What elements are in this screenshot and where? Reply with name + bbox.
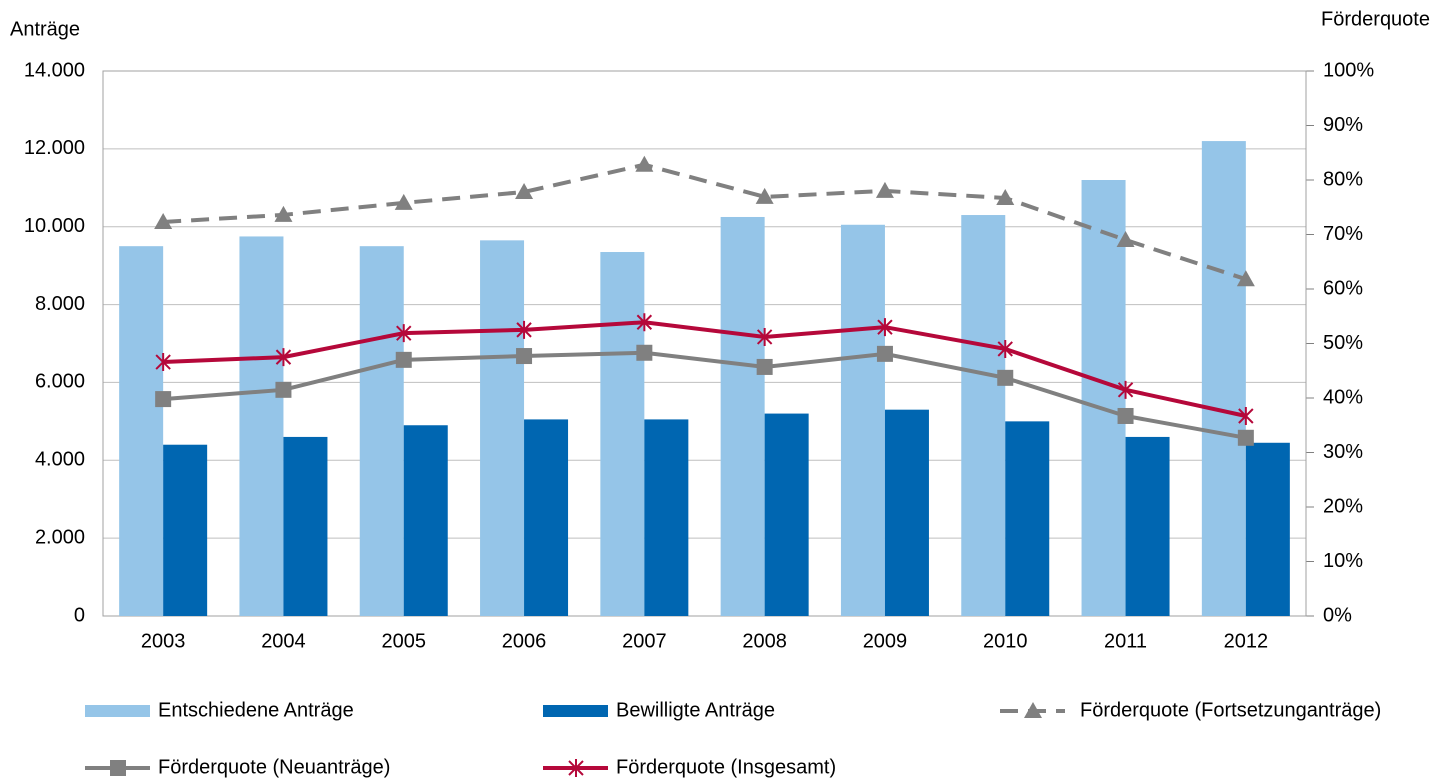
bar xyxy=(1201,141,1246,617)
marker xyxy=(997,369,1014,386)
marker xyxy=(875,181,894,198)
marker xyxy=(877,318,893,337)
bar xyxy=(480,240,525,616)
marker xyxy=(755,187,774,204)
bar xyxy=(119,246,164,616)
y2-tick-label: 70% xyxy=(1323,223,1363,245)
marker xyxy=(274,205,293,222)
x-tick-label: 2008 xyxy=(742,630,787,652)
marker xyxy=(1117,380,1134,399)
marker xyxy=(996,188,1015,205)
y2-tick-label: 50% xyxy=(1323,332,1363,354)
marker xyxy=(155,391,172,408)
y2-tick-label: 30% xyxy=(1323,441,1363,463)
marker xyxy=(395,351,412,368)
marker xyxy=(636,313,653,332)
marker xyxy=(756,358,773,375)
legend-label: Entschiedene Anträge xyxy=(158,699,354,721)
marker xyxy=(394,193,413,210)
x-tick-label: 2009 xyxy=(863,630,908,652)
y2-tick-label: 40% xyxy=(1323,386,1363,408)
marker xyxy=(1116,230,1135,247)
x-tick-label: 2007 xyxy=(622,630,667,652)
y-tick-label: 12.000 xyxy=(24,137,85,159)
bar xyxy=(283,436,328,616)
y2-tick-label: 60% xyxy=(1323,277,1363,299)
bar xyxy=(1005,421,1050,616)
y-tick-label: 6.000 xyxy=(35,371,85,393)
marker xyxy=(997,339,1013,358)
marker xyxy=(1117,407,1134,424)
marker xyxy=(1236,270,1255,287)
legend-marker xyxy=(1024,702,1042,718)
bar xyxy=(884,409,929,616)
bar xyxy=(239,236,284,617)
marker xyxy=(275,348,292,367)
legend-swatch xyxy=(543,705,608,717)
legend-marker xyxy=(568,759,584,777)
bar xyxy=(524,419,569,616)
marker xyxy=(516,348,533,365)
marker xyxy=(1237,429,1254,446)
bar xyxy=(359,246,404,616)
y-tick-label: 8.000 xyxy=(35,293,85,315)
bar xyxy=(720,216,765,616)
marker xyxy=(155,353,171,372)
y-tick-label: 2.000 xyxy=(35,526,85,548)
legend-marker xyxy=(110,760,126,776)
x-tick-label: 2005 xyxy=(382,630,427,652)
marker xyxy=(876,345,893,362)
legend-label: Förderquote (Fortsetzunganträge) xyxy=(1080,699,1381,721)
marker xyxy=(756,327,773,346)
y2-tick-label: 20% xyxy=(1323,495,1363,517)
bar xyxy=(403,425,448,616)
y-axis-label: Anträge xyxy=(10,18,80,40)
y-tick-label: 14.000 xyxy=(24,59,85,81)
marker xyxy=(1238,406,1254,425)
y-tick-label: 4.000 xyxy=(35,449,85,471)
y2-tick-label: 10% xyxy=(1323,550,1363,572)
line xyxy=(163,320,1247,418)
y-tick-label: 10.000 xyxy=(24,215,85,237)
x-tick-label: 2003 xyxy=(141,630,186,652)
y2-tick-label: 0% xyxy=(1323,604,1352,626)
x-tick-label: 2006 xyxy=(502,630,547,652)
legend-label: Bewilligte Anträge xyxy=(616,699,775,721)
y2-tick-label: 100% xyxy=(1323,59,1374,81)
y2-tick-label: 80% xyxy=(1323,168,1363,190)
bar xyxy=(1245,442,1290,616)
marker xyxy=(636,344,653,361)
marker xyxy=(396,324,412,343)
marker xyxy=(516,320,532,339)
y2-axis-label: Förderquote xyxy=(1321,8,1430,30)
bar xyxy=(1081,180,1126,616)
marker xyxy=(275,381,292,398)
bar xyxy=(1125,436,1170,616)
legend-label: Förderquote (Insgesamt) xyxy=(616,756,836,778)
bar xyxy=(961,215,1006,617)
bar xyxy=(840,224,885,616)
bar xyxy=(764,413,809,616)
plot-frame xyxy=(102,70,1307,617)
bar xyxy=(163,444,208,616)
legend-swatch xyxy=(85,705,150,717)
y2-tick-label: 90% xyxy=(1323,114,1363,136)
bar xyxy=(644,419,689,616)
x-tick-label: 2010 xyxy=(983,630,1028,652)
line xyxy=(162,350,1247,440)
x-tick-label: 2012 xyxy=(1224,630,1269,652)
y-tick-label: 0 xyxy=(74,604,85,626)
marker xyxy=(635,155,654,172)
marker xyxy=(154,212,173,229)
bar xyxy=(600,252,645,616)
marker xyxy=(515,182,534,199)
x-tick-label: 2011 xyxy=(1104,630,1147,652)
legend-label: Förderquote (Neuanträge) xyxy=(158,756,390,778)
line xyxy=(163,162,1247,282)
x-tick-label: 2004 xyxy=(261,630,306,652)
